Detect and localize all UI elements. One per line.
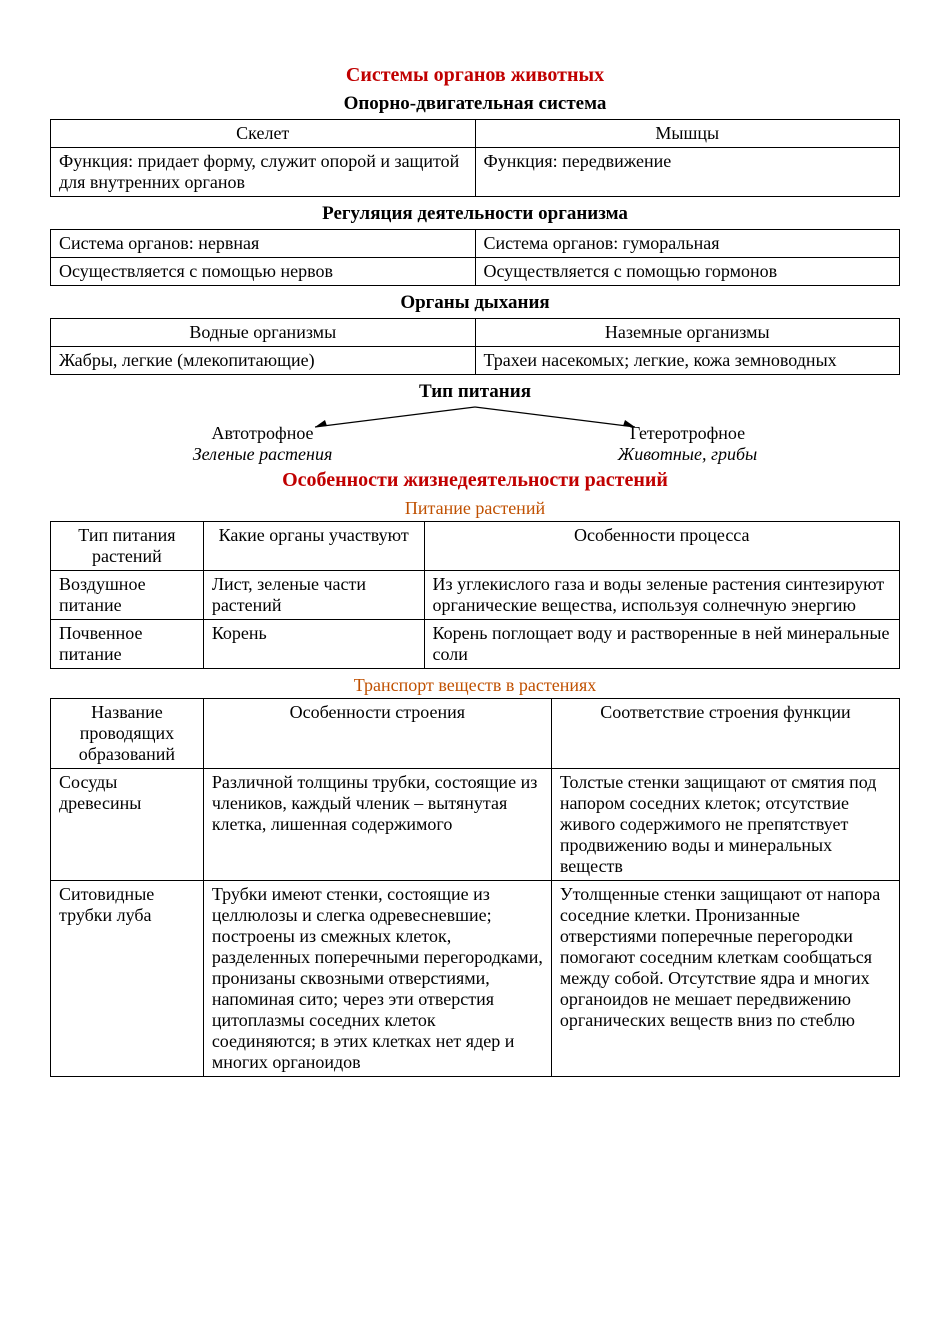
sec2-r1c1: Система органов: нервная [51,230,476,258]
sec5-r1c2: Лист, зеленые части растений [203,571,424,620]
branch-title: Тип питания [50,381,900,403]
sec6-table: Название проводящих образований Особенно… [50,698,900,1077]
sec6-title: Транспорт веществ в растениях [50,675,900,696]
sec1-c1: Функция: придает форму, служит опорой и … [51,148,476,197]
sec2-table: Система органов: нервная Система органов… [50,229,900,286]
table-row: Воздушное питание Лист, зеленые части ра… [51,571,900,620]
sec3-h2: Наземные организмы [475,319,900,347]
sec6-h2: Особенности строения [203,699,551,769]
sec6-h3: Соответствие строения функции [551,699,899,769]
sec2-title: Регуляция деятельности организма [50,203,900,225]
sec5-h1: Тип питания растений [51,522,204,571]
main-title: Системы органов животных [50,64,900,87]
table-row: Сосуды древесины Различной толщины трубк… [51,769,900,881]
sec3-table: Водные организмы Наземные организмы Жабр… [50,318,900,375]
sec5-r2c1: Почвенное питание [51,620,204,669]
sec1-table: Скелет Мышцы Функция: придает форму, слу… [50,119,900,197]
sec6-r1c3: Толстые стенки защищают от смятия под на… [551,769,899,881]
sec1-h2: Мышцы [475,120,900,148]
sec2-r2c1: Осуществляется с помощью нервов [51,258,476,286]
branch-left-sub: Зеленые растения [193,444,333,465]
branch-right-sub: Животные, грибы [618,444,757,465]
sec5-r1c3: Из углекислого газа и воды зеленые расте… [424,571,899,620]
sec6-r2c1: Ситовидные трубки луба [51,881,204,1077]
sec3-title: Органы дыхания [50,292,900,314]
branch-diagram: Тип питания Автотрофное Зеленые растения… [50,381,900,465]
sec6-r1c2: Различной толщины трубки, состоящие из ч… [203,769,551,881]
sec6-r2c2: Трубки имеют стенки, состоящие из целлюл… [203,881,551,1077]
sec4-title: Особенности жизнедеятельности растений [50,469,900,492]
sec3-c2: Трахеи насекомых; легкие, кожа земноводн… [475,347,900,375]
sec1-c2: Функция: передвижение [475,148,900,197]
table-row: Почвенное питание Корень Корень поглощае… [51,620,900,669]
sec5-table: Тип питания растений Какие органы участв… [50,521,900,669]
sec2-r2c2: Осуществляется с помощью гормонов [475,258,900,286]
sec3-h1: Водные организмы [51,319,476,347]
sec3-c1: Жабры, легкие (млекопитающие) [51,347,476,375]
sec1-h1: Скелет [51,120,476,148]
sec1-title: Опорно-двигательная система [50,93,900,115]
sec6-r1c1: Сосуды древесины [51,769,204,881]
sec5-h2: Какие органы участвуют [203,522,424,571]
sec5-r1c1: Воздушное питание [51,571,204,620]
branch-arrows-icon [295,405,655,431]
sec6-r2c3: Утолщенные стенки защищают от напора сос… [551,881,899,1077]
sec5-r2c2: Корень [203,620,424,669]
table-row: Ситовидные трубки луба Трубки имеют стен… [51,881,900,1077]
sec5-r2c3: Корень поглощает воду и растворенные в н… [424,620,899,669]
sec2-r1c2: Система органов: гуморальная [475,230,900,258]
sec5-title: Питание растений [50,498,900,519]
sec5-h3: Особенности процесса [424,522,899,571]
sec6-h1: Название проводящих образований [51,699,204,769]
